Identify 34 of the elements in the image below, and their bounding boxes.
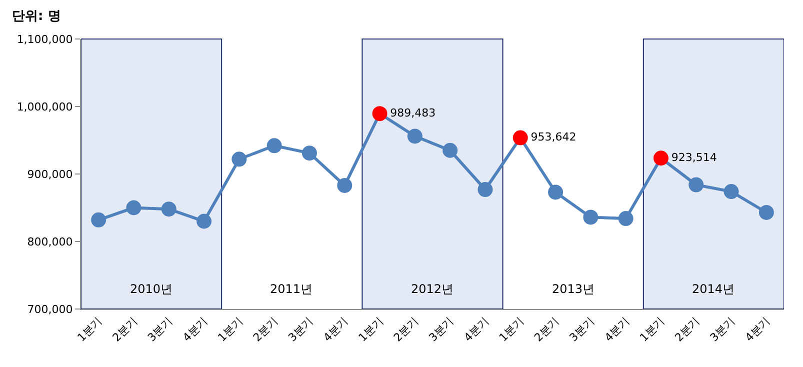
point xyxy=(91,212,106,228)
point xyxy=(442,142,458,158)
point xyxy=(232,152,247,167)
point xyxy=(407,128,422,144)
y-tick-label: 800,000 xyxy=(27,235,73,248)
data-label: 923,514 xyxy=(671,150,717,164)
y-tick-label: 1,000,000 xyxy=(16,100,73,114)
annotation: 2012년 xyxy=(411,282,454,296)
point xyxy=(583,210,598,225)
point xyxy=(196,214,212,229)
y-tick-label: 900,000 xyxy=(27,168,73,181)
point xyxy=(161,202,176,217)
point xyxy=(653,150,668,166)
point xyxy=(266,138,282,154)
annotation: 2011년 xyxy=(270,282,313,296)
data-label: 953,642 xyxy=(530,130,576,144)
point xyxy=(512,130,528,146)
point xyxy=(337,178,352,193)
chart-title: 단위: 명 xyxy=(12,9,61,24)
y-tick-label: 700,000 xyxy=(27,302,73,316)
point xyxy=(758,204,774,220)
point xyxy=(302,146,317,161)
annotation: 2013년 xyxy=(552,282,595,296)
point xyxy=(478,182,493,198)
point xyxy=(618,211,634,226)
data-label: 989,483 xyxy=(390,106,436,120)
annotation: 2010년 xyxy=(130,282,173,296)
point xyxy=(372,106,388,122)
point xyxy=(724,184,739,200)
point xyxy=(126,200,142,216)
point xyxy=(548,184,564,200)
annotation: 2014년 xyxy=(692,282,735,296)
y-tick-label: 1,100,000 xyxy=(16,32,73,46)
point xyxy=(688,177,704,192)
